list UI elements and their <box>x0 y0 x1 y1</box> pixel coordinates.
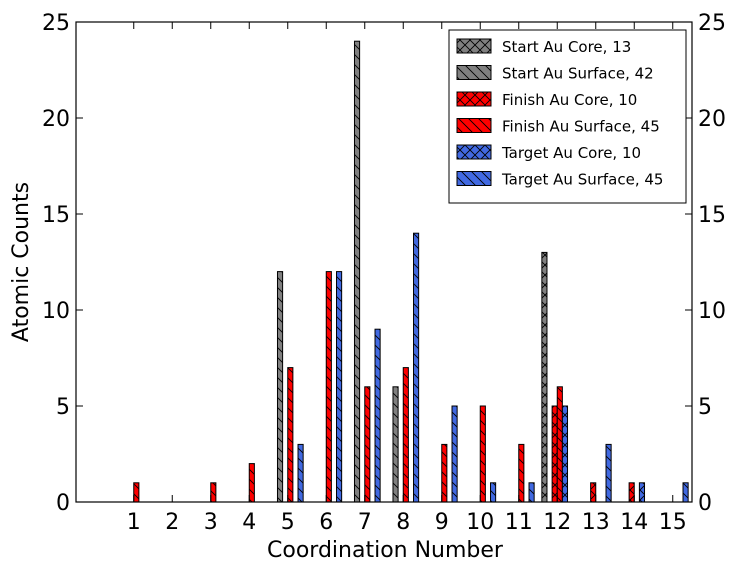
bar <box>248 463 255 503</box>
bar <box>551 405 558 503</box>
bar <box>441 443 448 503</box>
legend-swatch <box>456 38 492 54</box>
bar <box>133 482 140 503</box>
legend-item: Start Au Surface, 42 <box>456 65 654 83</box>
x-tick-label: 12 <box>543 510 571 535</box>
bar <box>490 482 497 503</box>
y-tick-label-right: 20 <box>698 107 726 132</box>
legend-item: Target Au Core, 10 <box>456 144 641 162</box>
y-tick-label-right: 0 <box>698 491 712 516</box>
bar <box>374 328 381 503</box>
bar <box>451 405 458 503</box>
legend-label: Start Au Surface, 42 <box>502 65 654 83</box>
x-axis-label: Coordination Number <box>267 538 504 563</box>
bar <box>479 405 486 503</box>
bar <box>528 482 535 503</box>
legend-swatch <box>456 118 492 133</box>
y-axis-label: Atomic Counts <box>9 182 34 342</box>
bar <box>638 482 646 503</box>
plot-frame <box>75 21 693 503</box>
bar <box>413 232 420 503</box>
x-tick-label: 7 <box>358 510 372 535</box>
bar <box>402 367 409 503</box>
x-tick-label: 11 <box>505 510 533 535</box>
x-tick-label: 14 <box>620 510 648 535</box>
x-tick-label: 3 <box>204 510 218 535</box>
bar <box>364 386 371 503</box>
x-tick-label: 5 <box>281 510 295 535</box>
y-tick-label-right: 10 <box>698 299 726 324</box>
bar <box>336 271 343 503</box>
y-tick-label-right: 15 <box>698 203 726 228</box>
bar <box>392 386 399 503</box>
y-tick-label-right: 25 <box>698 11 726 36</box>
y-tick-label-left: 10 <box>42 299 70 324</box>
y-tick-label-left: 5 <box>56 395 70 420</box>
bar <box>325 271 332 503</box>
x-tick-label: 4 <box>242 510 256 535</box>
legend-swatch <box>456 171 492 186</box>
bar <box>353 40 361 503</box>
legend-item: Start Au Core, 13 <box>456 38 631 56</box>
legend-swatch <box>456 65 492 80</box>
legend-label: Target Au Core, 10 <box>501 144 641 162</box>
x-tick-label: 13 <box>582 510 610 535</box>
x-tick-label: 6 <box>319 510 333 535</box>
legend-swatch <box>456 144 492 160</box>
y-tick-label-right: 5 <box>698 395 712 420</box>
bar <box>287 367 294 503</box>
y-tick-label-left: 15 <box>42 203 70 228</box>
bar <box>297 443 304 503</box>
legend-label: Start Au Core, 13 <box>502 38 631 56</box>
legend-label: Finish Au Surface, 45 <box>502 118 660 136</box>
y-tick-label-left: 20 <box>42 107 70 132</box>
x-tick-label: 15 <box>659 510 687 535</box>
legend-label: Target Au Surface, 45 <box>501 171 663 189</box>
legend-label: Finish Au Core, 10 <box>502 91 637 109</box>
x-tick-label: 9 <box>435 510 449 535</box>
bars-layer <box>133 40 689 503</box>
bar <box>276 271 284 503</box>
y-tick-label-left: 25 <box>42 11 70 36</box>
x-tick-label: 10 <box>466 510 494 535</box>
bar <box>210 482 217 503</box>
x-tick-label: 2 <box>165 510 179 535</box>
legend-item: Finish Au Core, 10 <box>456 91 637 109</box>
bar <box>518 443 525 503</box>
legend: Start Au Core, 13 Start Au Surface, 42 Fin… <box>448 29 687 204</box>
x-tick-label: 8 <box>396 510 410 535</box>
bar <box>561 405 569 503</box>
y-tick-label-left: 0 <box>56 491 70 516</box>
legend-item: Finish Au Surface, 45 <box>456 118 660 136</box>
legend-item: Target Au Surface, 45 <box>456 171 663 189</box>
bar <box>682 482 689 503</box>
bar <box>590 482 597 503</box>
bar <box>541 251 548 503</box>
x-tick-label: 1 <box>127 510 141 535</box>
bar <box>628 482 635 503</box>
bar <box>605 443 612 503</box>
bar <box>556 386 563 503</box>
legend-swatch <box>456 91 492 107</box>
